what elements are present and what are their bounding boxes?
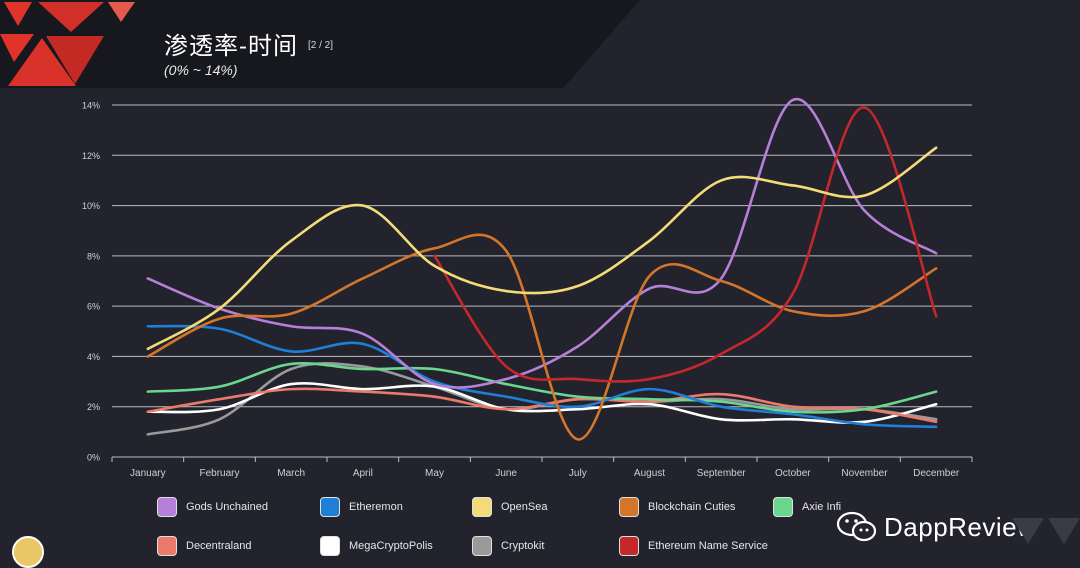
legend-swatch	[320, 536, 340, 556]
x-tick-label: August	[634, 468, 665, 479]
legend-swatch	[157, 536, 177, 556]
y-tick-label: 6%	[87, 302, 100, 312]
x-tick-label: March	[277, 468, 305, 479]
y-tick-label: 2%	[87, 402, 100, 412]
legend-label: Decentraland	[186, 540, 252, 552]
x-tick-label: December	[913, 468, 960, 479]
legend-label: Blockchain Cuties	[648, 501, 736, 513]
watermark-text: DappReview	[884, 511, 1037, 542]
header-banner	[0, 0, 640, 88]
page-title: 渗透率-时间	[164, 33, 298, 60]
legend-label: OpenSea	[501, 501, 548, 513]
series-line-gods-unchained	[146, 97, 938, 389]
page-indicator: [2 / 2]	[308, 40, 334, 51]
series-line-etheremon	[146, 324, 938, 429]
logo-triangles-icon	[0, 2, 135, 86]
legend-swatch	[472, 536, 492, 556]
legend-item-opensea: OpenSea	[472, 497, 547, 517]
legend-item-cryptokit: Cryptokit	[472, 536, 544, 556]
x-tick-label: October	[775, 468, 811, 479]
y-tick-label: 4%	[87, 352, 100, 362]
legend-item-gods-unchained: Gods Unchained	[157, 497, 268, 517]
line-chart: 0% 2% 4% 6% 8% 10% 12% 14% January February March A…	[82, 97, 973, 479]
x-tick-label: November	[841, 468, 888, 479]
legend-item-decentraland: Decentraland	[157, 536, 251, 556]
legend-swatch	[320, 497, 340, 517]
series-line-cryptokit	[146, 362, 938, 436]
legend-swatch	[619, 536, 639, 556]
series-line-opensea	[146, 146, 938, 351]
x-tick-label: September	[697, 468, 747, 479]
legend-label: Ethereum Name Service	[648, 540, 768, 552]
watermark: DappReview	[836, 510, 1036, 544]
legend-swatch	[619, 497, 639, 517]
legend-item-megacryptopolis: MegaCryptoPolis	[320, 536, 433, 556]
legend-item-ens: Ethereum Name Service	[619, 536, 768, 556]
x-tick-label: April	[353, 468, 373, 479]
y-tick-label: 10%	[82, 201, 100, 211]
legend-item-etheremon: Etheremon	[320, 497, 403, 517]
series-line-blockchain-cuties	[146, 233, 938, 441]
y-tick-label: 8%	[87, 251, 100, 261]
x-tick-label: January	[130, 468, 166, 479]
y-tick-label: 0%	[87, 453, 100, 463]
legend-label: MegaCryptoPolis	[349, 540, 433, 552]
legend-label: Gods Unchained	[186, 501, 268, 513]
x-tick-label: July	[569, 468, 587, 479]
legend-swatch	[773, 497, 793, 517]
y-tick-label: 14%	[82, 101, 100, 111]
page-subtitle: (0% ~ 14%)	[164, 62, 238, 78]
wechat-icon	[836, 511, 877, 542]
series-line-megacryptopolis	[146, 382, 938, 424]
legend-swatch	[157, 497, 177, 517]
legend-label: Etheremon	[349, 501, 403, 513]
legend-swatch	[472, 497, 492, 517]
y-tick-label: 12%	[82, 151, 100, 161]
legend-item-blockchain-cuties: Blockchain Cuties	[619, 497, 735, 517]
legend-label: Cryptokit	[501, 540, 545, 552]
legend-label: Axie Infi	[802, 501, 842, 513]
x-tick-label: February	[199, 468, 239, 479]
x-tick-label: June	[495, 468, 517, 479]
corner-triangle-icon	[1012, 518, 1080, 544]
x-tick-label: May	[425, 468, 444, 479]
corner-badge	[12, 536, 44, 568]
legend-item-axie-infinity: Axie Infi	[773, 497, 841, 517]
series-line-axie-infinity	[146, 362, 938, 414]
series-line-ethereum-name-service	[433, 106, 938, 383]
